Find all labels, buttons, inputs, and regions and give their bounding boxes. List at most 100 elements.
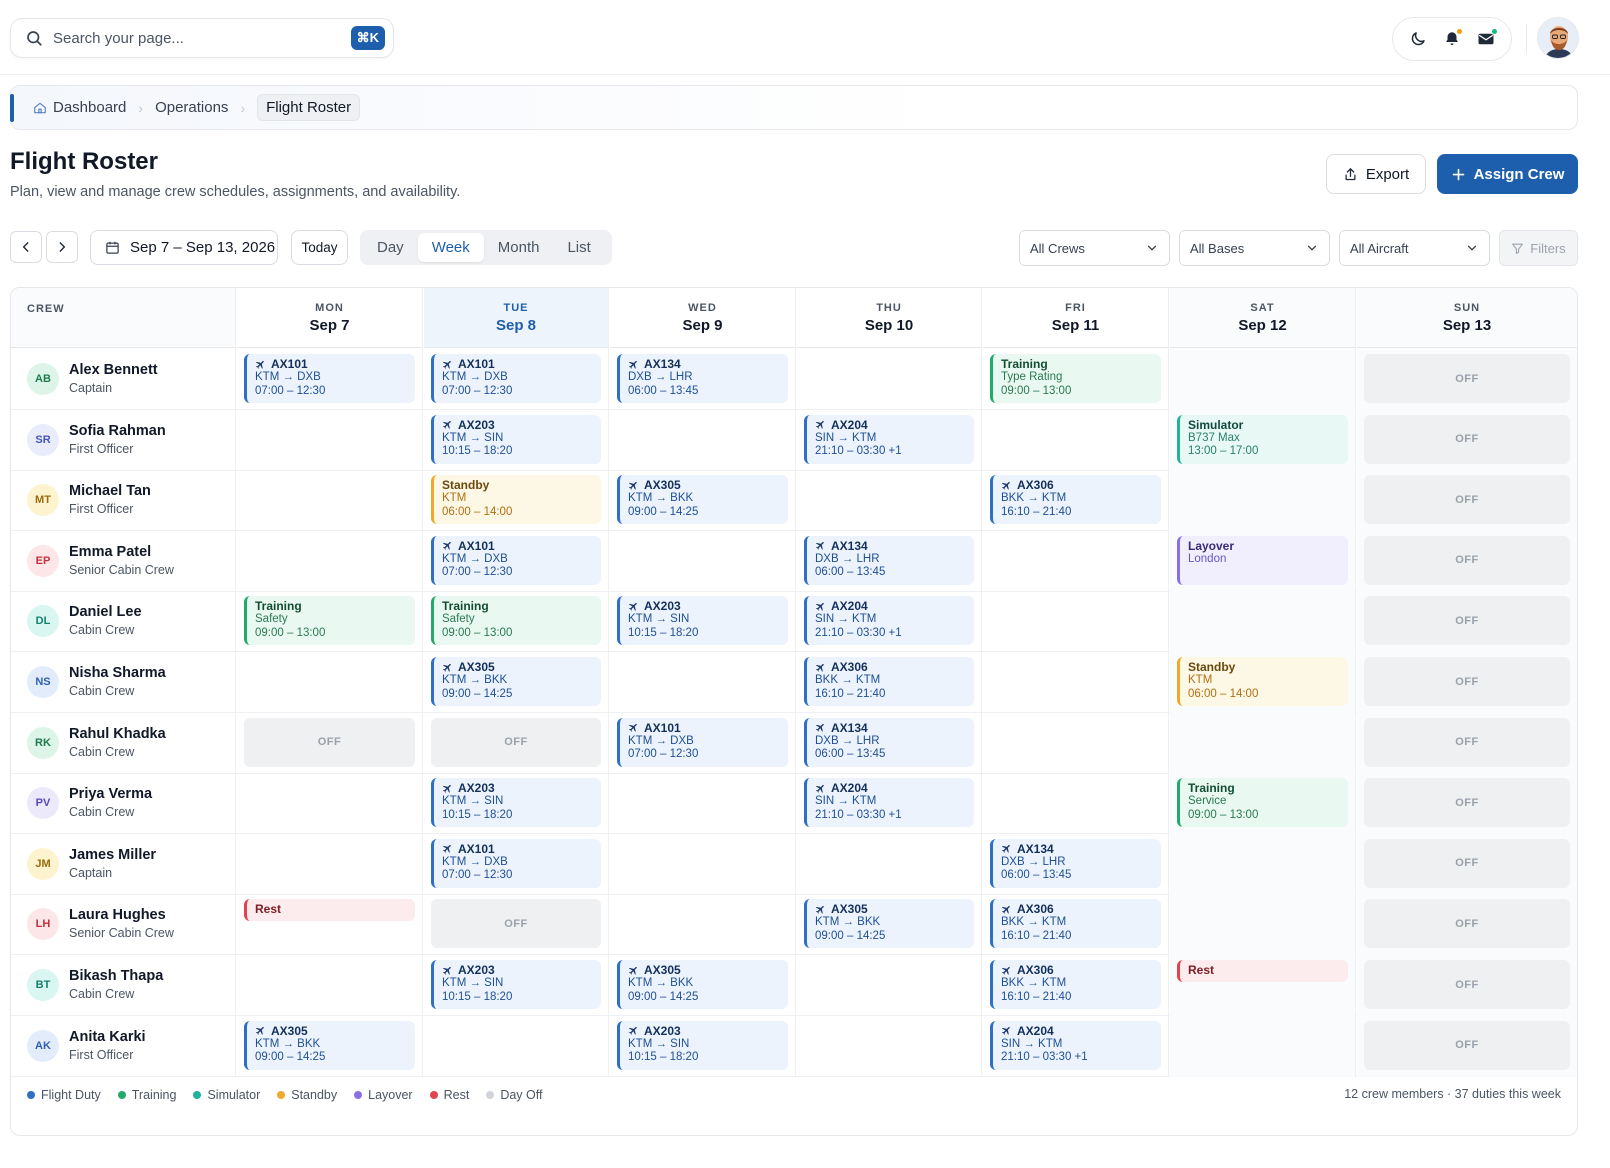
roster-cell[interactable]: OFF <box>1357 893 1577 956</box>
duty-flight[interactable]: AX101 KTM → DXB 07:00 – 12:30 <box>431 838 601 888</box>
roster-cell[interactable]: AX101 KTM → DXB 07:00 – 12:30 <box>610 711 796 774</box>
roster-cell[interactable] <box>610 832 796 895</box>
day-off-block[interactable]: OFF <box>1364 535 1570 585</box>
roster-cell[interactable] <box>1170 893 1356 956</box>
date-range-picker[interactable]: Sep 7 – Sep 13, 2026 <box>90 230 278 265</box>
roster-cell[interactable]: Rest <box>237 893 423 956</box>
search-box[interactable]: Search your page... ⌘K <box>10 18 394 58</box>
roster-cell[interactable]: AX203 KTM → SIN 10:15 – 18:20 <box>610 1014 796 1077</box>
roster-cell[interactable] <box>797 954 982 1016</box>
roster-cell[interactable] <box>1170 348 1356 410</box>
roster-cell[interactable]: AX204 SIN → KTM 21:10 – 03:30 +1 <box>797 590 982 653</box>
roster-cell[interactable]: AX204 SIN → KTM 21:10 – 03:30 +1 <box>983 1014 1169 1077</box>
duty-flight[interactable]: AX101 KTM → DXB 07:00 – 12:30 <box>617 717 788 767</box>
duty-rest[interactable]: Rest <box>244 899 415 922</box>
roster-cell[interactable] <box>610 651 796 713</box>
roster-cell[interactable]: AX101 KTM → DXB 07:00 – 12:30 <box>424 832 609 895</box>
duty-flight[interactable]: AX101 KTM → DXB 07:00 – 12:30 <box>431 535 601 585</box>
roster-cell[interactable]: AX134 DXB → LHR 06:00 – 13:45 <box>797 711 982 774</box>
roster-cell[interactable]: AX306 BKK → KTM 16:10 – 21:40 <box>983 893 1169 956</box>
roster-cell[interactable]: Standby KTM 06:00 – 14:00 <box>1170 651 1356 713</box>
duty-rest[interactable]: Rest <box>1177 960 1348 982</box>
duty-flight[interactable]: AX204 SIN → KTM 21:10 – 03:30 +1 <box>804 778 974 828</box>
roster-cell[interactable] <box>237 408 423 471</box>
export-button[interactable]: Export <box>1326 154 1426 194</box>
filters-button[interactable]: Filters <box>1499 230 1578 266</box>
day-off-block[interactable]: OFF <box>1364 475 1570 525</box>
roster-cell[interactable] <box>983 772 1169 835</box>
duty-flight[interactable]: AX306 BKK → KTM 16:10 – 21:40 <box>990 899 1161 949</box>
roster-cell[interactable] <box>983 651 1169 713</box>
roster-cell[interactable] <box>983 529 1169 592</box>
roster-cell[interactable]: AX305 KTM → BKK 09:00 – 14:25 <box>237 1014 423 1077</box>
roster-cell[interactable]: OFF <box>1357 772 1577 835</box>
view-list-tab[interactable]: List <box>567 239 591 256</box>
crew-cell[interactable]: EP Emma Patel Senior Cabin Crew <box>11 529 236 592</box>
roster-cell[interactable]: AX306 BKK → KTM 16:10 – 21:40 <box>983 954 1169 1016</box>
roster-cell[interactable] <box>610 529 796 592</box>
roster-cell[interactable] <box>797 1014 982 1077</box>
roster-cell[interactable] <box>237 529 423 592</box>
duty-flight[interactable]: AX204 SIN → KTM 21:10 – 03:30 +1 <box>804 596 974 646</box>
mail-icon[interactable] <box>1475 28 1498 50</box>
duty-simulator[interactable]: Simulator B737 Max 13:00 – 17:00 <box>1177 414 1348 464</box>
roster-cell[interactable] <box>237 954 423 1016</box>
day-off-block[interactable]: OFF <box>1364 1020 1570 1070</box>
duty-flight[interactable]: AX101 KTM → DXB 07:00 – 12:30 <box>244 354 415 403</box>
roster-cell[interactable]: OFF <box>237 711 423 774</box>
crew-cell[interactable]: PV Priya Verma Cabin Crew <box>11 772 236 835</box>
day-off-block[interactable]: OFF <box>1364 657 1570 706</box>
today-button[interactable]: Today <box>291 230 348 265</box>
roster-cell[interactable]: AX203 KTM → SIN 10:15 – 18:20 <box>424 954 609 1016</box>
roster-cell[interactable] <box>797 832 982 895</box>
day-off-block[interactable]: OFF <box>1364 717 1570 767</box>
view-day-tab[interactable]: Day <box>377 239 404 256</box>
next-week-button[interactable] <box>46 231 78 263</box>
roster-cell[interactable]: OFF <box>424 893 609 956</box>
duty-standby[interactable]: Standby KTM 06:00 – 14:00 <box>1177 657 1348 706</box>
search-input[interactable]: Search your page... <box>53 29 184 47</box>
duty-flight[interactable]: AX305 KTM → BKK 09:00 – 14:25 <box>617 960 788 1009</box>
roster-cell[interactable]: AX305 KTM → BKK 09:00 – 14:25 <box>424 651 609 713</box>
roster-cell[interactable] <box>983 711 1169 774</box>
roster-cell[interactable]: Layover London <box>1170 529 1356 592</box>
roster-cell[interactable] <box>237 832 423 895</box>
breadcrumb-dashboard[interactable]: Dashboard <box>33 99 126 116</box>
day-off-block[interactable]: OFF <box>1364 899 1570 949</box>
roster-cell[interactable]: AX305 KTM → BKK 09:00 – 14:25 <box>610 469 796 532</box>
crew-filter-select[interactable]: All Crews <box>1019 230 1170 266</box>
view-month-tab[interactable]: Month <box>497 239 540 256</box>
roster-cell[interactable]: AX101 KTM → DXB 07:00 – 12:30 <box>424 348 609 410</box>
duty-flight[interactable]: AX203 KTM → SIN 10:15 – 18:20 <box>431 778 601 828</box>
roster-cell[interactable]: AX101 KTM → DXB 07:00 – 12:30 <box>424 529 609 592</box>
duty-flight[interactable]: AX203 KTM → SIN 10:15 – 18:20 <box>617 596 788 646</box>
moon-icon[interactable] <box>1407 28 1429 50</box>
roster-cell[interactable]: AX204 SIN → KTM 21:10 – 03:30 +1 <box>797 408 982 471</box>
roster-cell[interactable] <box>237 772 423 835</box>
crew-cell[interactable]: DL Daniel Lee Cabin Crew <box>11 590 236 653</box>
crew-cell[interactable]: RK Rahul Khadka Cabin Crew <box>11 711 236 774</box>
roster-cell[interactable]: Training Safety 09:00 – 13:00 <box>237 590 423 653</box>
roster-cell[interactable]: AX306 BKK → KTM 16:10 – 21:40 <box>797 651 982 713</box>
roster-cell[interactable]: AX134 DXB → LHR 06:00 – 13:45 <box>610 348 796 410</box>
duty-flight[interactable]: AX134 DXB → LHR 06:00 – 13:45 <box>617 354 788 403</box>
roster-cell[interactable]: Simulator B737 Max 13:00 – 17:00 <box>1170 408 1356 471</box>
roster-cell[interactable]: OFF <box>424 711 609 774</box>
duty-flight[interactable]: AX203 KTM → SIN 10:15 – 18:20 <box>431 960 601 1009</box>
roster-cell[interactable] <box>1170 590 1356 653</box>
roster-cell[interactable] <box>610 408 796 471</box>
assign-crew-button[interactable]: Assign Crew <box>1437 154 1578 194</box>
roster-cell[interactable]: AX134 DXB → LHR 06:00 – 13:45 <box>983 832 1169 895</box>
crew-cell[interactable]: AK Anita Karki First Officer <box>11 1014 236 1077</box>
roster-cell[interactable]: OFF <box>1357 832 1577 895</box>
crew-cell[interactable]: SR Sofia Rahman First Officer <box>11 408 236 471</box>
duty-flight[interactable]: AX101 KTM → DXB 07:00 – 12:30 <box>431 354 601 403</box>
breadcrumb-operations[interactable]: Operations <box>155 99 229 116</box>
roster-cell[interactable] <box>237 651 423 713</box>
user-avatar[interactable] <box>1537 17 1579 59</box>
roster-cell[interactable] <box>1170 469 1356 532</box>
day-off-block[interactable]: OFF <box>431 717 601 767</box>
duty-flight[interactable]: AX134 DXB → LHR 06:00 – 13:45 <box>804 717 974 767</box>
day-off-block[interactable]: OFF <box>1364 414 1570 464</box>
roster-cell[interactable] <box>610 893 796 956</box>
